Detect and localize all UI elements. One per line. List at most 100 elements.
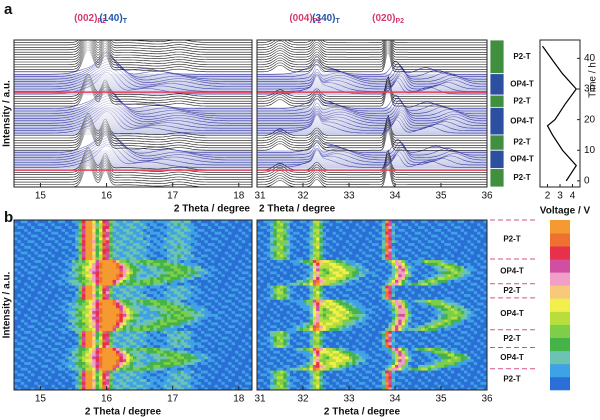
intensity-cell (37, 239, 42, 244)
intensity-cell (214, 268, 219, 272)
intensity-cell (235, 265, 239, 269)
intensity-cell (136, 293, 141, 297)
intensity-cell (92, 271, 96, 275)
intensity-cell (68, 378, 73, 382)
intensity-cell (235, 384, 239, 388)
intensity-cell (24, 248, 28, 252)
intensity-cell (126, 339, 130, 343)
intensity-cell (241, 356, 246, 360)
intensity-cell (283, 373, 287, 377)
intensity-cell (71, 336, 76, 340)
intensity-cell (34, 367, 39, 371)
intensity-cell (173, 276, 178, 280)
intensity-cell (245, 333, 249, 337)
intensity-cell (184, 290, 188, 295)
intensity-cell (14, 358, 18, 363)
intensity-cell (187, 305, 192, 309)
intensity-cell (37, 305, 42, 309)
intensity-cell (224, 344, 229, 348)
intensity-cell (109, 262, 113, 266)
intensity-cell (204, 370, 209, 374)
intensity-cell (283, 381, 287, 385)
intensity-cell (112, 220, 117, 224)
intensity-cell (322, 375, 327, 380)
intensity-cell (180, 327, 185, 331)
intensity-cell (235, 237, 239, 241)
intensity-cell (31, 222, 35, 227)
intensity-cell (31, 387, 35, 391)
intensity-cell (92, 296, 96, 300)
intensity-cell (27, 358, 32, 363)
intensity-cell (24, 228, 28, 232)
intensity-cell (266, 381, 271, 385)
intensity-cell (177, 378, 181, 382)
diffraction-trace (14, 63, 252, 85)
intensity-cell (177, 288, 181, 292)
intensity-cell (163, 271, 168, 275)
intensity-cell (245, 273, 249, 278)
intensity-cell (345, 375, 350, 380)
intensity-cell (109, 358, 113, 363)
intensity-cell (122, 242, 127, 246)
intensity-cell (102, 259, 107, 263)
intensity-cell (75, 350, 79, 354)
intensity-cell (126, 279, 130, 283)
intensity-cell (95, 339, 100, 343)
intensity-cell (82, 339, 86, 343)
intensity-cell (319, 381, 324, 385)
intensity-cell (78, 364, 83, 368)
diffraction-trace (14, 118, 252, 141)
intensity-cell (37, 310, 42, 314)
intensity-cell (34, 256, 39, 261)
intensity-cell (109, 387, 113, 391)
intensity-cell (197, 313, 202, 317)
intensity-cell (129, 358, 134, 363)
intensity-cell (34, 225, 39, 229)
intensity-cell (184, 282, 188, 286)
intensity-cell (92, 262, 96, 266)
intensity-cell (248, 228, 253, 232)
intensity-cell (150, 319, 154, 323)
intensity-cell (71, 370, 76, 374)
intensity-cell (65, 288, 69, 292)
intensity-cell (54, 302, 59, 306)
intensity-cell (44, 265, 49, 269)
intensity-cell (58, 381, 62, 385)
intensity-cell (31, 220, 35, 224)
intensity-cell (257, 373, 261, 377)
intensity-cell (139, 237, 144, 241)
intensity-cell (248, 339, 253, 343)
intensity-cell (184, 310, 188, 314)
intensity-cell (75, 220, 79, 224)
intensity-cell (133, 367, 137, 371)
intensity-cell (136, 375, 141, 380)
intensity-cell (71, 310, 76, 314)
intensity-cell (109, 319, 113, 323)
intensity-cell (99, 242, 103, 246)
intensity-cell (207, 302, 212, 306)
intensity-cell (119, 296, 124, 300)
intensity-cell (241, 327, 246, 331)
intensity-cell (139, 299, 144, 303)
intensity-cell (31, 276, 35, 280)
intensity-cell (464, 384, 468, 388)
intensity-cell (112, 239, 117, 244)
intensity-cell (201, 353, 205, 357)
intensity-cell (24, 341, 28, 346)
intensity-cell (450, 373, 455, 377)
intensity-cell (170, 336, 175, 340)
intensity-cell (326, 373, 330, 377)
intensity-cell (139, 305, 144, 309)
intensity-cell (184, 307, 188, 312)
intensity-cell (228, 353, 232, 357)
intensity-cell (381, 373, 386, 377)
intensity-cell (54, 322, 59, 326)
intensity-cell (143, 268, 147, 272)
intensity-cell (235, 228, 239, 232)
intensity-cell (133, 288, 137, 292)
intensity-cell (211, 268, 215, 272)
intensity-cell (207, 296, 212, 300)
intensity-cell (122, 364, 127, 368)
intensity-cell (177, 322, 181, 326)
intensity-cell (95, 319, 100, 323)
